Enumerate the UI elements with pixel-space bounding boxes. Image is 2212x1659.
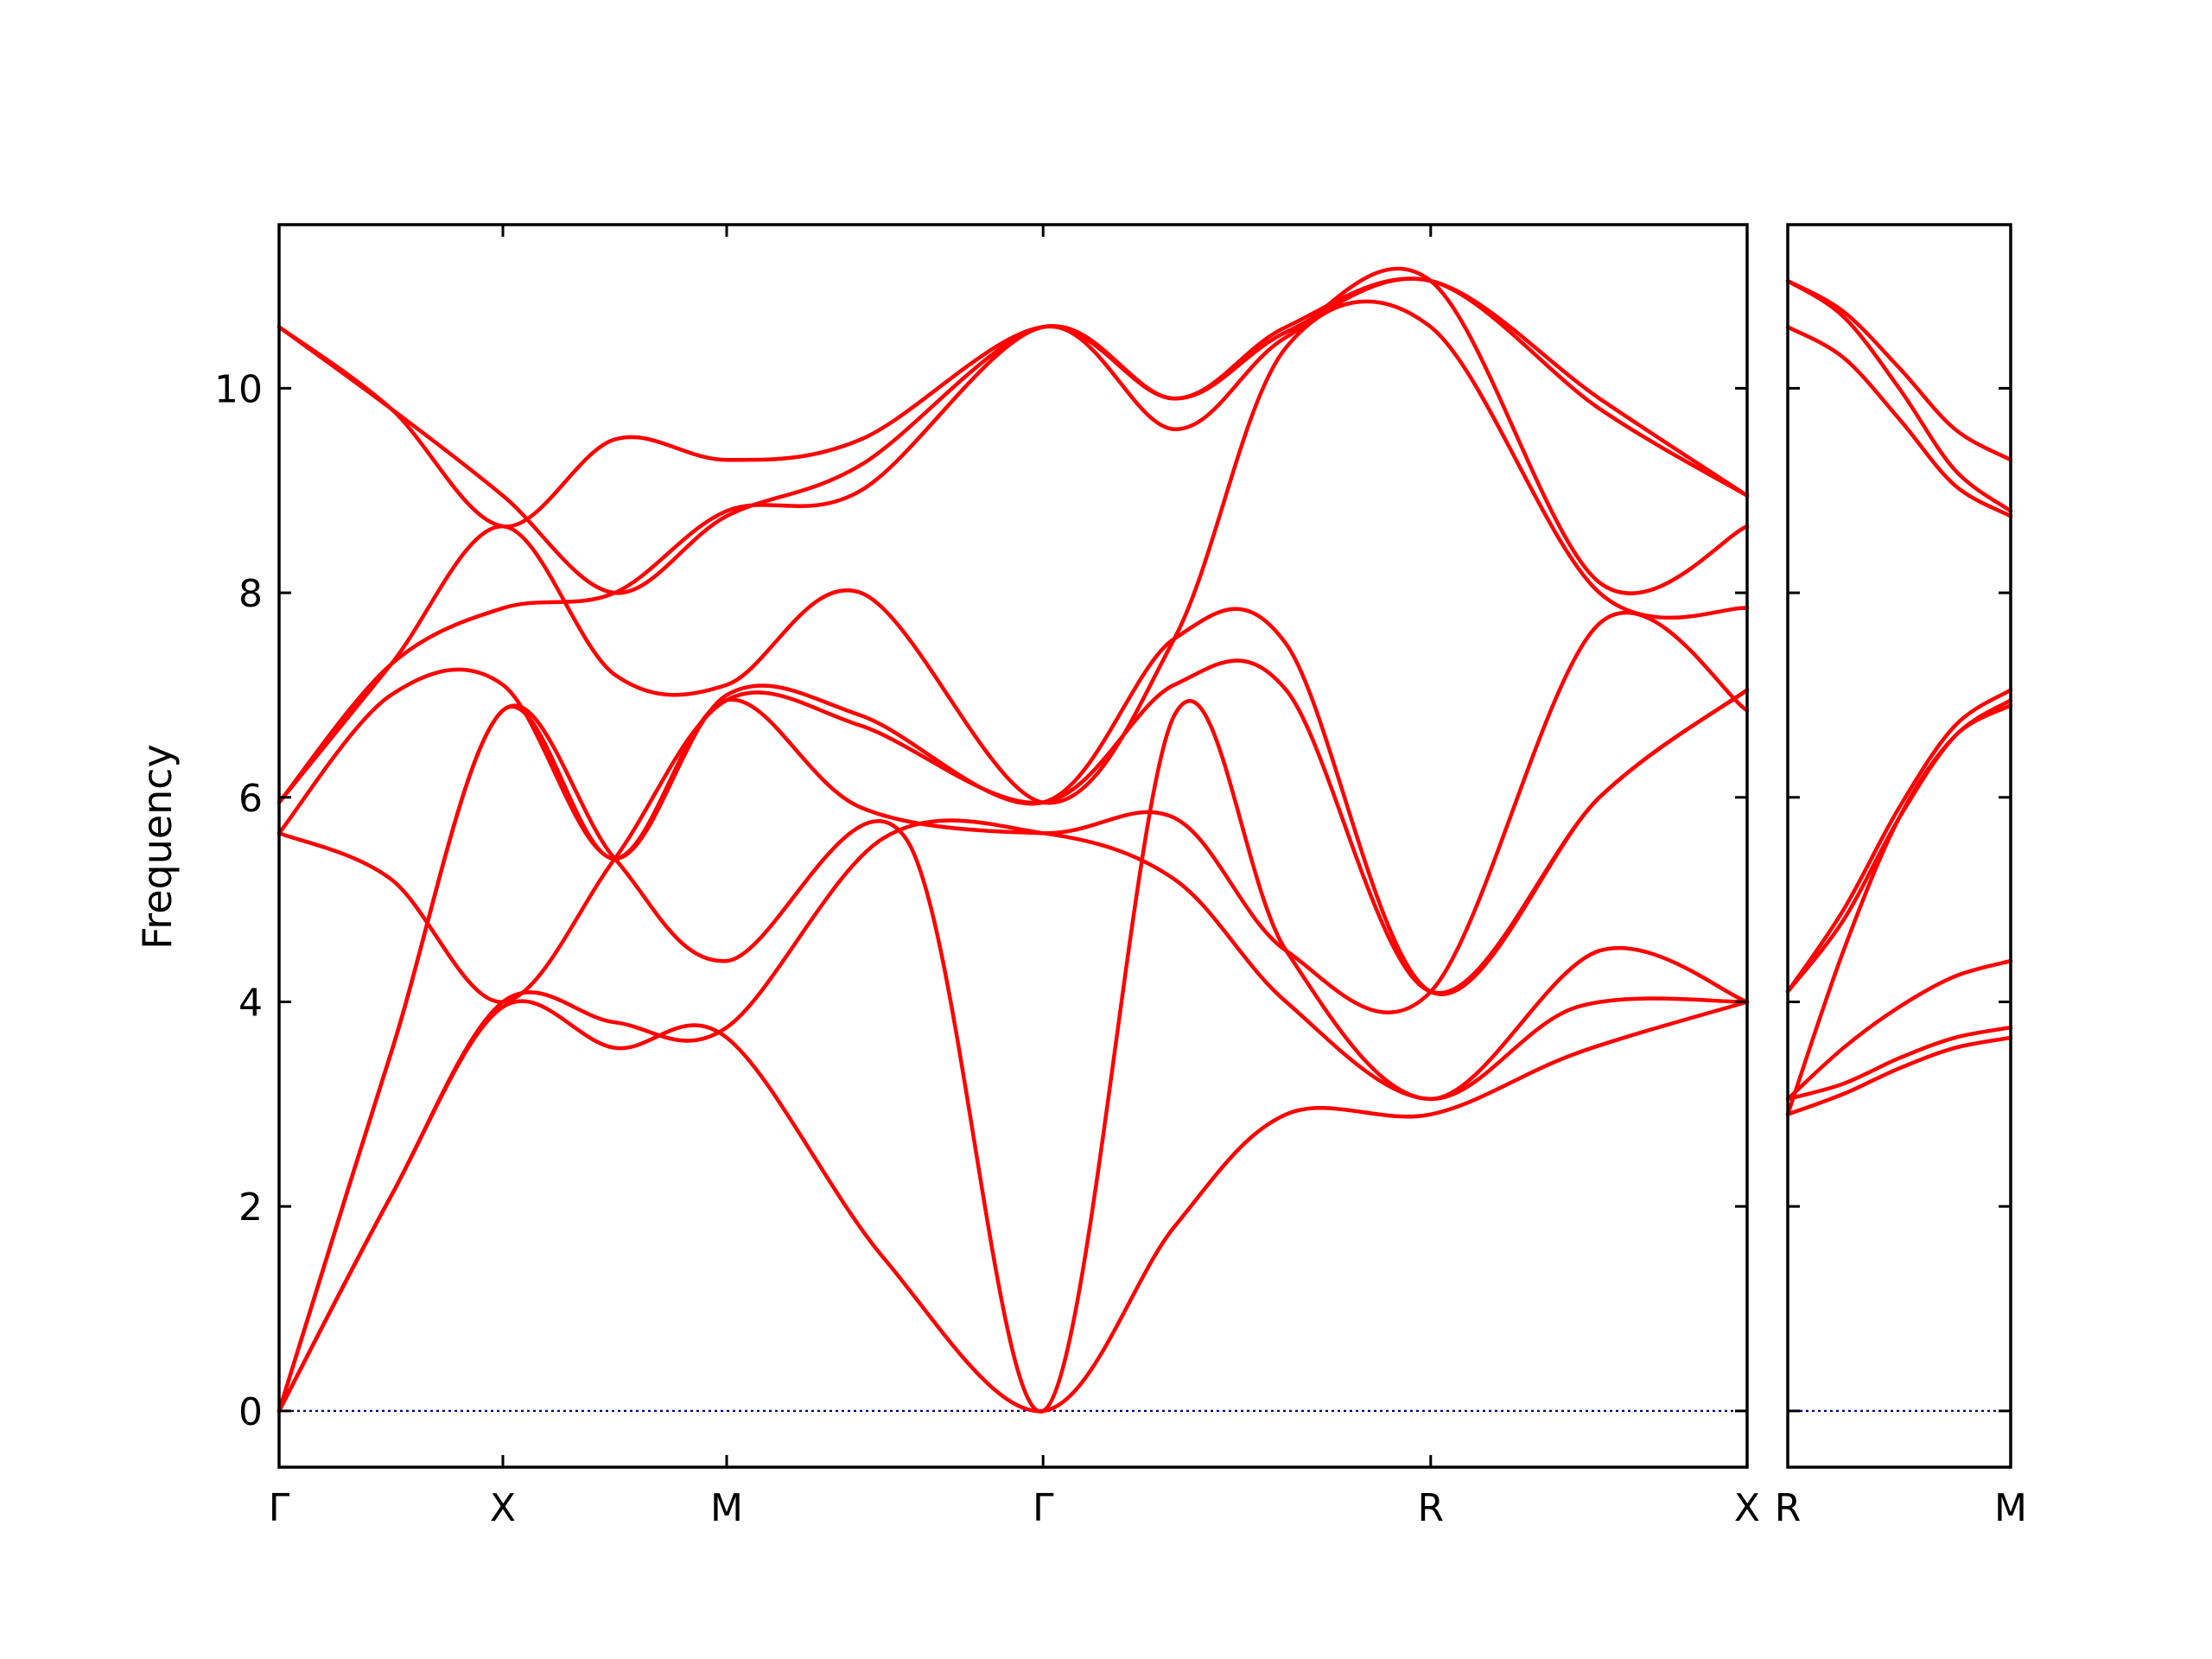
band-line-7: [276, 299, 1750, 805]
x-tick-label: Γ: [269, 1486, 290, 1530]
band-line-8: [1785, 278, 2013, 513]
x-tick-label: M: [1994, 1486, 2027, 1530]
band-line-9: [276, 276, 1750, 595]
y-tick-label: 0: [238, 1390, 263, 1434]
y-tick-label: 6: [238, 777, 263, 821]
x-tick-label: X: [1734, 1486, 1760, 1530]
band-line-9: [1785, 278, 2013, 462]
y-axis: 0 2 4 6 8 10: [214, 367, 263, 1434]
y-tick-label: 2: [238, 1185, 263, 1230]
band-line-2: [1785, 1025, 2013, 1102]
band-line-6: [276, 607, 1750, 996]
x-tick-label: Γ: [1033, 1486, 1054, 1530]
band-line-5: [1785, 698, 2013, 994]
y-tick-label: 4: [238, 981, 263, 1025]
band-line-3: [1785, 958, 2013, 1102]
band-line-1: [1785, 1035, 2013, 1116]
y-tick-label: 10: [214, 367, 263, 411]
band-line-2: [276, 818, 1750, 1414]
x-tick-label: R: [1417, 1486, 1444, 1530]
y-tick-label: 8: [238, 572, 263, 616]
x-tick-label: R: [1775, 1486, 1802, 1530]
band-line-4: [1785, 703, 2013, 1116]
band-line-6: [1785, 688, 2013, 994]
x-tick-label: M: [710, 1486, 743, 1530]
band-line-7: [1785, 325, 2013, 518]
band-line-4: [276, 610, 1750, 1414]
y-axis-label: Frequency: [134, 744, 181, 950]
band-line-10: [276, 276, 1750, 529]
plot-frame: [1786, 223, 2012, 1469]
plot-frame: [277, 223, 1749, 1469]
x-tick-label: X: [490, 1486, 516, 1530]
band-line-3: [276, 699, 1750, 1414]
